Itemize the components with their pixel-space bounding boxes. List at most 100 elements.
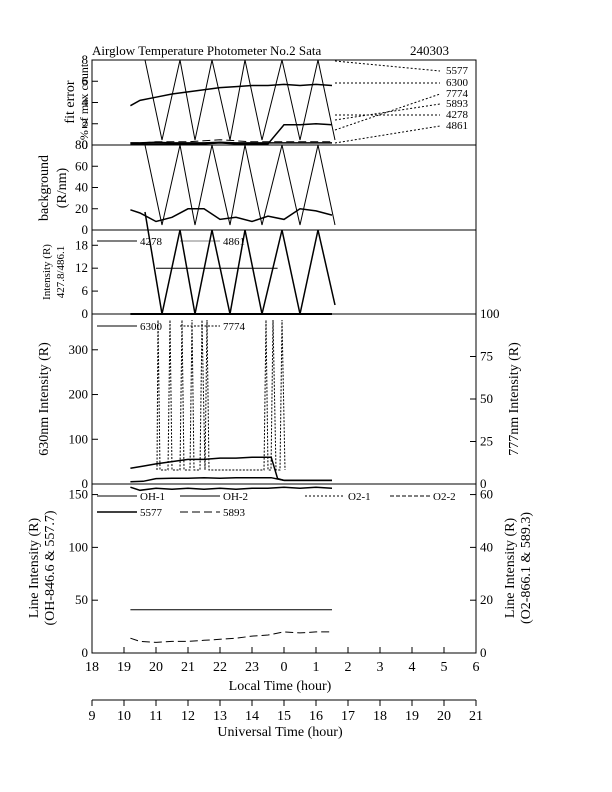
fit-legend-4861: 4861 [446,120,468,132]
fit_error-series-6300 [130,83,333,107]
fit_error-series-7774 [130,123,333,145]
intensity-630-ylabel: 630nm Intensity (R) [37,342,52,456]
intensity-777-ylabel: 777nm Intensity (R) [507,342,522,456]
fit_error-ytick-label-4: 4 [82,95,89,110]
intensity_630-rtick-label-50: 50 [480,391,493,406]
line_intensity-rtick-label-60: 60 [480,487,493,502]
local-tick-label-19: 19 [117,660,131,675]
intensity_630-rtick-label-25: 25 [480,434,493,449]
background-ytick-label-60: 60 [75,158,88,173]
local-tick-label-0: 0 [281,660,288,675]
fit-error-legend: 5577 6300 7774 5893 4278 4861 [446,65,469,132]
fit_error-ytick-label-0: 0 [82,137,89,152]
background-label-line2: (R/nm) [55,167,70,208]
background-ytick-label-20: 20 [75,201,88,216]
line_intensity-ytick-label-150: 150 [69,487,89,502]
line-intensity-legend: OH-1 OH-2 O2-1 O2-2 5577 5893 [97,491,456,519]
background-label-line1: background [37,155,52,221]
local-tick-label-1: 1 [313,660,320,675]
intensity_4278-ytick-label-18: 18 [75,237,88,252]
intensity_630-rtick-label-75: 75 [480,349,493,364]
legend-o21: O2-1 [348,491,371,503]
fit-error-ylabel: fit error % of max count [63,63,91,140]
intensity-630-legend: 6300 7774 [97,321,246,333]
ut-tick-label-18: 18 [373,709,387,724]
intensity-4278-label-line1: Intensity (R) [41,244,53,300]
legend-4861: 4861 [223,236,245,248]
ut-tick-label-17: 17 [341,709,355,724]
line_intensity-ytick-label-100: 100 [69,539,89,554]
line_intensity-ytick-label-0: 0 [82,645,89,660]
intensity-zigzag [144,211,336,315]
local-tick-label-5: 5 [441,660,448,675]
background-ytick-label-0: 0 [82,222,89,237]
line_intensity-rtick-label-40: 40 [480,539,493,554]
intensity_630-ytick-label-300: 300 [69,342,89,357]
intensity_630-rtick-label-100: 100 [480,306,500,321]
legend-oh2: OH-2 [223,491,248,503]
fit-error-leader-lines [334,60,441,144]
fit_error-series-5577 [130,141,332,144]
tick-layer: 18 19 20 21 22 23 0 1 2 3 4 5 69 10 11 12 13 14 15 16 17 18 19… [69,52,500,724]
background-series-background [130,208,333,223]
line-intensity-right-line2: (O2-866.1 & 589.3) [519,512,534,624]
fit-legend-7774: 7774 [446,88,469,100]
local-tick-label-4: 4 [409,660,416,675]
local-time-label: Local Time (hour) [229,679,332,694]
ut-tick-label-21: 21 [469,709,483,724]
intensity-4278-legend: 4278 4861 [97,236,245,248]
ut-tick-label-10: 10 [117,709,131,724]
intensity_630-ytick-label-200: 200 [69,387,89,402]
ut-tick-label-14: 14 [245,709,259,724]
legend-oh1: OH-1 [140,491,165,503]
ut-tick-label-20: 20 [437,709,451,724]
fit_error-ytick-label-2: 2 [82,116,89,131]
intensity_630-series-7774 [130,476,332,483]
intensity-630-spikes [156,319,286,471]
universal-time-label: Universal Time (hour) [217,725,343,740]
line_intensity-rtick-label-0: 0 [480,645,487,660]
fit-error-label-line1: fit error [63,80,78,123]
local-tick-label-21: 21 [181,660,195,675]
local-tick-label-20: 20 [149,660,163,675]
intensity_4278-ytick-label-6: 6 [82,283,89,298]
intensity_630-ytick-label-100: 100 [69,431,89,446]
ut-tick-label-12: 12 [181,709,195,724]
legend-7774: 7774 [223,321,246,333]
fit-error-label-line2: % of max count [77,63,91,140]
local-tick-label-3: 3 [377,660,384,675]
intensity-4278-label-line2: 427.8/486.1 [55,246,67,299]
line_intensity-rtick-label-20: 20 [480,592,493,607]
line-intensity-left-line2: (OH-846.6 & 557.7) [43,510,58,625]
fit-legend-5577: 5577 [446,65,469,77]
background-zigzag [144,144,336,226]
intensity-4278-ylabel: Intensity (R) 427.8/486.1 [41,244,67,300]
line-intensity-ylabel-left: Line Intensity (R) (OH-846.6 & 557.7) [27,510,58,625]
leader-5893 [334,103,441,121]
fit_error-ytick-label-6: 6 [82,73,89,88]
local-tick-label-23: 23 [245,660,259,675]
ut-tick-label-13: 13 [213,709,227,724]
plot-frame [91,59,477,654]
line-intensity-right-line1: Line Intensity (R) [503,518,518,619]
intensity_630-ytick-label-0: 0 [82,476,89,491]
leader-4861 [334,125,441,144]
intensity_630-series-6300 [130,456,332,482]
legend-4278: 4278 [140,236,163,248]
fit_error-ytick-label-8: 8 [82,52,89,67]
fit_error-series-5893 [130,139,332,144]
legend-5577: 5577 [140,507,163,519]
ut-tick-label-9: 9 [89,709,96,724]
ut-tick-label-15: 15 [277,709,291,724]
background-ytick-label-40: 40 [75,180,88,195]
chart-title: Airglow Temperature Photometer No.2 Sata [92,43,322,58]
ut-tick-label-19: 19 [405,709,419,724]
local-tick-label-18: 18 [85,660,99,675]
local-tick-label-2: 2 [345,660,352,675]
leader-7774 [334,93,441,131]
legend-5893: 5893 [223,507,246,519]
legend-o22: O2-2 [433,491,456,503]
fit-error-zigzag [144,59,336,141]
local-tick-label-22: 22 [213,660,227,675]
